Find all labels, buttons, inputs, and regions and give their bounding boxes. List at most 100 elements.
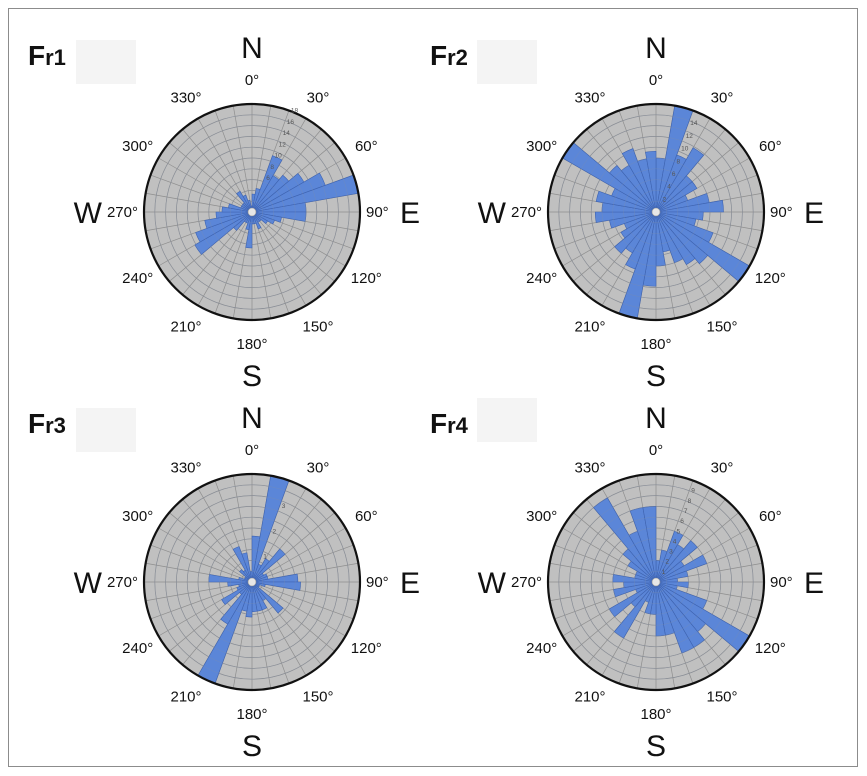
angle-label: 90° [770, 204, 793, 221]
panel-label-prefix: F [28, 408, 45, 439]
grid-ring-overlay [569, 125, 743, 299]
angle-label: 180° [640, 706, 671, 723]
angle-label: 270° [107, 204, 138, 221]
radial-tick-label: 8 [677, 158, 681, 165]
rose-rim [546, 472, 766, 692]
radial-tick-label: 10 [681, 146, 689, 153]
grid-ring-overlay [176, 506, 328, 658]
radial-tick-label: 1 [263, 554, 267, 561]
grid-ring-overlay [591, 146, 722, 278]
rose-petal [251, 155, 283, 213]
radial-tick-label: 2 [273, 528, 277, 535]
panel-label-prefix: F [430, 408, 447, 439]
angle-label: 210° [170, 688, 201, 705]
angle-label: 300° [526, 138, 557, 155]
angle-label: 120° [351, 640, 382, 657]
rose-center-hub [247, 207, 257, 217]
panel-label-prefix: F [28, 40, 45, 71]
panel-label-suffix: r2 [447, 45, 468, 70]
compass-east: E [804, 567, 824, 600]
angle-label: 120° [755, 640, 786, 657]
angle-label: 300° [122, 508, 153, 525]
radial-tick-label: 8 [688, 498, 692, 505]
grid-ring-overlay [601, 527, 711, 637]
grid-ring-overlay [634, 560, 678, 604]
angle-label: 330° [574, 90, 605, 107]
grid-ring-overlay [197, 527, 307, 637]
angle-label: 300° [122, 138, 153, 155]
angle-label: 180° [640, 336, 671, 353]
rose-rim [546, 102, 766, 322]
compass-west: W [74, 197, 103, 230]
grid-ring-overlay [154, 484, 350, 680]
rose-center-hub [247, 577, 257, 587]
angle-label: 60° [355, 508, 378, 525]
rose-panel-fr3: 1230°30°60°90°120°150°180°210°240°270°30… [28, 402, 420, 763]
angle-label: 90° [366, 574, 389, 591]
grid-ring-overlay [558, 114, 754, 310]
compass-east: E [400, 567, 420, 600]
radial-tick-label: 14 [283, 130, 291, 137]
angle-label: 90° [770, 574, 793, 591]
grid-ring-overlay [208, 538, 296, 626]
radial-tick-label: 4 [673, 538, 677, 545]
angle-label: 90° [366, 204, 389, 221]
angle-label: 240° [122, 640, 153, 657]
compass-north: N [241, 402, 263, 435]
radial-tick-label: 8 [270, 164, 274, 171]
panel-label-suffix: r4 [447, 413, 469, 438]
angle-label: 120° [755, 270, 786, 287]
compass-south: S [646, 730, 666, 763]
angle-label: 330° [170, 460, 201, 477]
compass-north: N [241, 32, 263, 65]
radial-tick-label: 18 [291, 108, 299, 115]
compass-east: E [400, 197, 420, 230]
radial-tick-label: 4 [667, 184, 671, 191]
panel-label: Fr1 [28, 40, 66, 71]
compass-south: S [242, 360, 262, 393]
rose-petal [609, 165, 657, 213]
compass-west: W [478, 197, 507, 230]
radial-tick-label: 6 [672, 171, 676, 178]
rose-petal [236, 190, 253, 213]
grid-ring-overlay [623, 179, 689, 245]
angle-label: 0° [649, 72, 663, 89]
angle-label: 150° [706, 318, 737, 335]
panel-label-suffix: r3 [45, 413, 66, 438]
angle-label: 60° [355, 138, 378, 155]
grid-ring-overlay [219, 179, 285, 245]
rose-petal [594, 211, 657, 223]
rose-petal [621, 148, 657, 213]
rose-petal [645, 150, 657, 213]
radial-tick-label: 9 [691, 488, 695, 495]
rose-petal [236, 581, 253, 591]
radial-tick-label: 14 [690, 120, 698, 127]
angle-label: 30° [711, 460, 734, 477]
grid-ring-overlay [623, 549, 689, 615]
rose-petal [655, 181, 698, 213]
grid-ring-overlay [601, 157, 711, 267]
compass-north: N [645, 32, 667, 65]
angle-label: 270° [511, 204, 542, 221]
rose-petal [655, 211, 709, 265]
grid-ring-overlay [208, 168, 296, 256]
radial-tick-label: 2 [665, 559, 669, 566]
radial-tick-label: 7 [684, 508, 688, 515]
grid-ring-overlay [176, 136, 328, 288]
grid-ring-overlay [580, 506, 732, 658]
rose-petal [232, 546, 253, 583]
rose-petal [655, 199, 724, 213]
angle-label: 300° [526, 508, 557, 525]
angle-label: 210° [574, 688, 605, 705]
grid-ring-overlay [230, 560, 274, 604]
radial-tick-label: 6 [266, 175, 270, 182]
grid-ring-overlay [154, 114, 350, 310]
angle-label: 150° [302, 318, 333, 335]
angle-label: 30° [307, 90, 330, 107]
grid-ring-overlay [197, 157, 307, 267]
angle-label: 150° [706, 688, 737, 705]
angle-label: 180° [236, 706, 267, 723]
rose-petal [194, 211, 253, 255]
rose-petal [221, 581, 253, 605]
